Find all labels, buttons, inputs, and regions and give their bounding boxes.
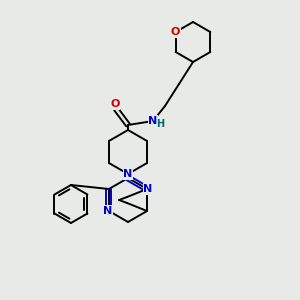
Text: N: N	[103, 206, 112, 216]
Text: H: H	[156, 119, 164, 129]
Text: N: N	[123, 169, 133, 179]
Text: O: O	[110, 99, 120, 109]
Text: N: N	[143, 184, 153, 194]
Text: N: N	[148, 116, 158, 126]
Text: O: O	[171, 27, 180, 37]
